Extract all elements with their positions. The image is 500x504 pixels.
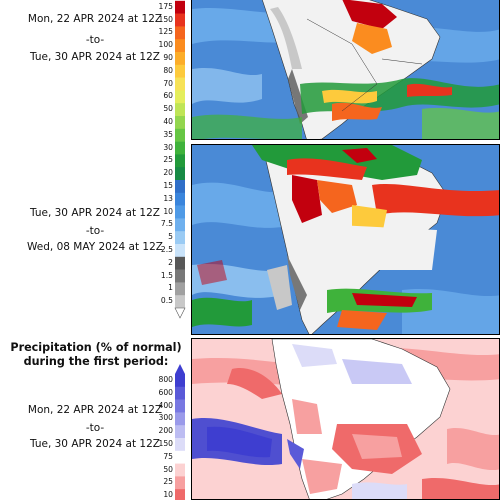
map-panel-period1 bbox=[191, 0, 500, 140]
precip-scale-swatch bbox=[175, 103, 185, 117]
precip-scale-label: 150 bbox=[158, 14, 174, 24]
precip-scale-label: 50 bbox=[163, 104, 173, 114]
precip-scale-swatch bbox=[175, 282, 185, 296]
precip-scale-swatch bbox=[175, 205, 185, 219]
anomaly-scale-label: 25 bbox=[163, 477, 173, 487]
precip-scale-label: 125 bbox=[158, 27, 174, 37]
precip-scale-label: 25 bbox=[163, 155, 173, 165]
anomaly-scale-top-arrow bbox=[175, 364, 185, 374]
period1-start: Mon, 22 APR 2024 at 12Z bbox=[27, 13, 163, 25]
precip-scale-swatch bbox=[175, 64, 185, 78]
anomaly-scale-label: 10 bbox=[163, 490, 173, 500]
precip-scale-swatch bbox=[175, 231, 185, 245]
anomaly-scale-label: 600 bbox=[158, 387, 174, 397]
period2-end: Wed, 08 MAY 2024 at 12Z bbox=[27, 241, 163, 253]
precip-scale-label: 2.5 bbox=[160, 245, 173, 254]
anomaly-scale-swatch bbox=[175, 412, 185, 426]
anomaly-colorbar: 800 600 400 300 200 150 75 50 25 10 bbox=[150, 338, 190, 503]
anomaly-scale-label: 50 bbox=[163, 464, 173, 474]
map-panel-anomaly bbox=[191, 338, 500, 500]
anomaly-heading-line1: Precipitation (% of normal) bbox=[10, 341, 182, 354]
anomaly-period-end: Tue, 30 APR 2024 at 12Z bbox=[30, 438, 160, 450]
precip-scale-swatch bbox=[175, 39, 185, 53]
precip-scale-label: 0.5 bbox=[160, 296, 173, 306]
precip-scale-label: 100 bbox=[158, 40, 174, 50]
map-panel-period2 bbox=[191, 144, 500, 335]
period1-end: Tue, 30 APR 2024 at 12Z bbox=[30, 51, 160, 63]
anomaly-heading-line2: during the first period: bbox=[23, 355, 169, 368]
anomaly-scale-label: 150 bbox=[158, 439, 174, 448]
precip-scale-label: 10 bbox=[163, 206, 173, 216]
precip-scale-label: 175 bbox=[158, 1, 174, 11]
precip-scale-label: 13 bbox=[163, 193, 173, 203]
precip-scale-swatch bbox=[175, 256, 185, 270]
precip-scale-swatch bbox=[175, 154, 185, 168]
precip-scale-bottom-arrow bbox=[174, 307, 186, 319]
precip-scale-swatch bbox=[175, 295, 185, 309]
precip-colorbar: 175 150 125 100 90 80 70 60 50 40 35 30 25 20 15 13 10 7.… bbox=[150, 0, 190, 330]
precip-scale-swatch bbox=[175, 77, 185, 91]
precip-map-period2 bbox=[192, 145, 499, 334]
anomaly-scale-swatch bbox=[175, 450, 185, 464]
period2-start: Tue, 30 APR 2024 at 12Z bbox=[30, 207, 160, 219]
precip-scale-label: 15 bbox=[163, 181, 173, 190]
anomaly-period-start: Mon, 22 APR 2024 at 12Z bbox=[27, 404, 163, 416]
precip-map-period1 bbox=[192, 0, 499, 139]
precip-scale-swatch bbox=[175, 26, 185, 40]
precip-scale-swatch bbox=[175, 192, 185, 206]
precip-scale-swatch bbox=[175, 218, 185, 232]
precip-scale-label: 7.5 bbox=[160, 219, 173, 229]
anomaly-scale-swatch bbox=[175, 476, 185, 490]
anomaly-scale-label: 400 bbox=[158, 400, 174, 410]
precip-scale-swatch bbox=[175, 128, 185, 142]
precip-scale-label: 20 bbox=[163, 168, 173, 178]
anomaly-scale-swatch bbox=[175, 438, 185, 452]
precip-scale-swatch bbox=[175, 244, 185, 258]
anomaly-scale-swatch bbox=[175, 489, 185, 503]
anomaly-period-separator: -to- bbox=[85, 422, 105, 434]
anomaly-scale-swatch bbox=[175, 399, 185, 413]
precip-scale-label: 60 bbox=[163, 91, 173, 101]
precip-scale-swatch bbox=[175, 180, 185, 194]
anomaly-scale-label: 75 bbox=[163, 451, 173, 461]
anomaly-scale-label: 200 bbox=[158, 426, 174, 436]
precip-scale-label: 70 bbox=[163, 78, 173, 88]
precip-scale-swatch bbox=[175, 269, 185, 283]
precip-scale-swatch bbox=[175, 13, 185, 27]
anomaly-map bbox=[192, 339, 499, 499]
precip-scale-swatch bbox=[175, 52, 185, 66]
precip-scale-swatch bbox=[175, 167, 185, 181]
precip-scale-label: 2 bbox=[168, 257, 173, 267]
precip-scale-label: 90 bbox=[163, 53, 173, 62]
precip-scale-label: 1.5 bbox=[160, 270, 173, 280]
anomaly-scale-label: 300 bbox=[158, 413, 174, 423]
anomaly-scale-swatch bbox=[175, 386, 185, 400]
precip-scale-label: 35 bbox=[163, 129, 173, 139]
precip-scale-swatch bbox=[175, 116, 185, 130]
precip-scale-label: 80 bbox=[163, 65, 173, 75]
precip-scale-label: 40 bbox=[163, 117, 173, 126]
anomaly-scale-swatch bbox=[175, 463, 185, 477]
period2-separator: -to- bbox=[85, 225, 105, 237]
precip-scale-swatch bbox=[175, 141, 185, 155]
precip-scale-label: 1 bbox=[168, 283, 173, 293]
anomaly-scale-swatch bbox=[175, 425, 185, 439]
period1-separator: -to- bbox=[85, 34, 105, 46]
precip-scale-swatch bbox=[175, 90, 185, 104]
precip-scale-swatch bbox=[175, 0, 185, 14]
anomaly-scale-swatch bbox=[175, 374, 185, 388]
anomaly-scale-label: 800 bbox=[158, 375, 174, 384]
precip-scale-label: 5 bbox=[168, 232, 173, 242]
precip-scale-label: 30 bbox=[163, 142, 173, 152]
